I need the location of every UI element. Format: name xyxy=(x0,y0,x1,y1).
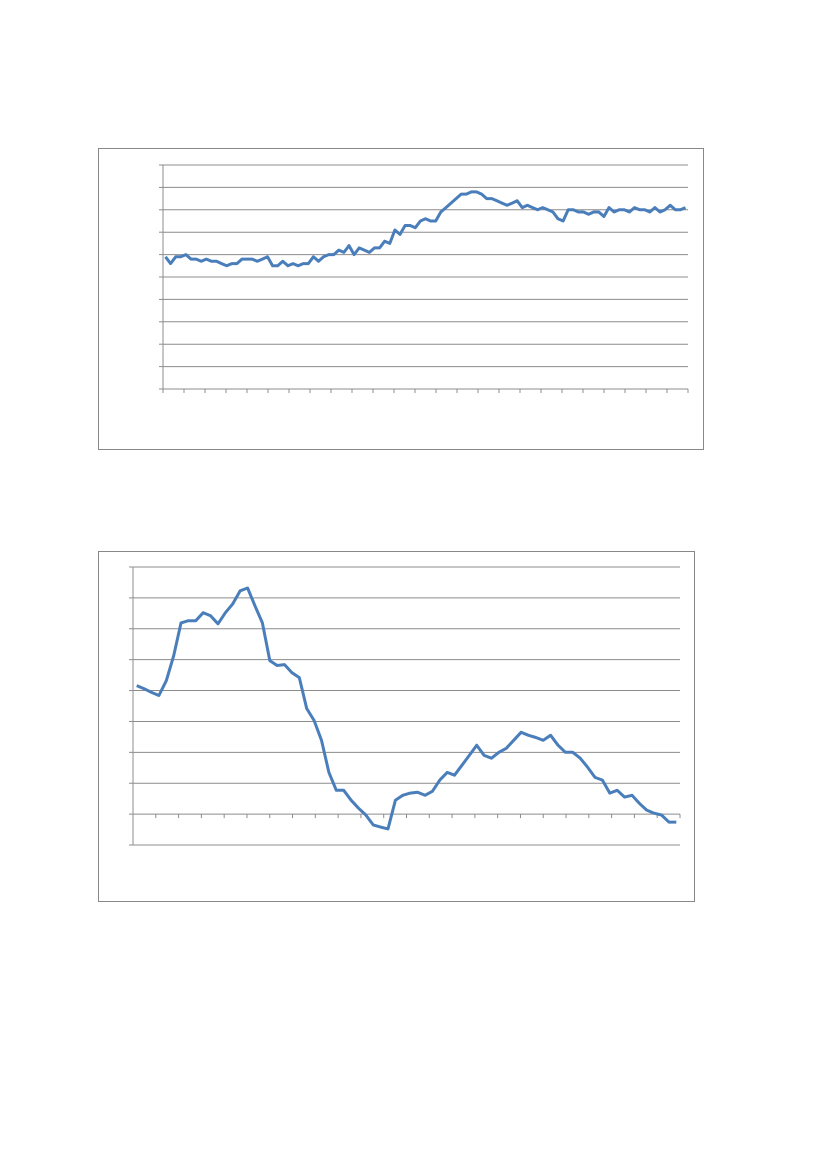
data-line xyxy=(164,190,687,268)
data-line xyxy=(136,586,677,831)
chart-frame xyxy=(98,551,695,902)
